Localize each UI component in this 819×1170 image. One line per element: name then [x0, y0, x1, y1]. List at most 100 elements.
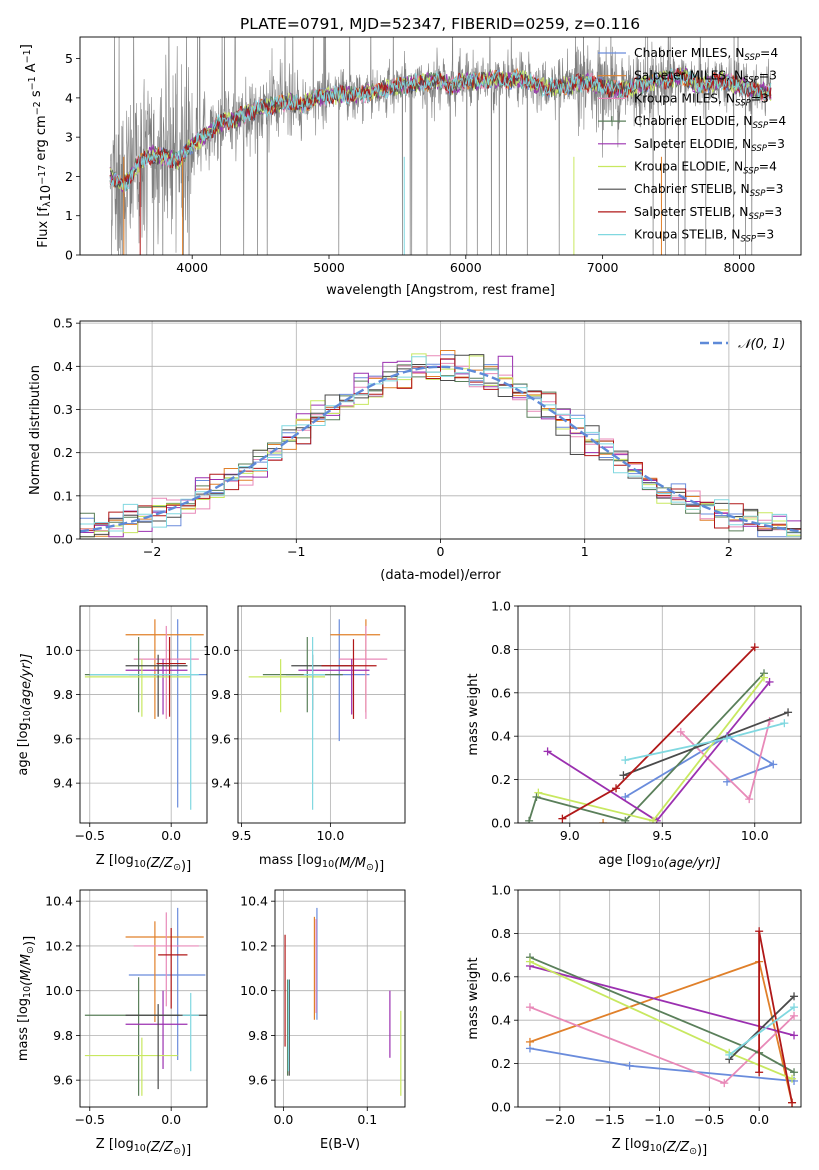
x-tick-label: 0 [437, 544, 445, 559]
label-part: 10 [650, 1143, 662, 1154]
label-part: (age/yr)] [19, 653, 34, 710]
label-part: (Z/Z [662, 1140, 690, 1155]
weight-lines [525, 643, 793, 823]
legend-sub: SSP [735, 98, 751, 108]
y-tick-label: 1.0 [491, 883, 511, 898]
histogram-lines [80, 350, 801, 538]
spectrum-lines [109, 37, 772, 255]
y-axis-label: Flux [fλ10−17 erg cm−2 s−1 A−1] [19, 44, 54, 248]
y-tick-label: 0.0 [491, 1100, 511, 1115]
legend-sub: SSP [740, 235, 756, 245]
label-part: ⊙ [366, 862, 374, 873]
x-tick-label: 9.5 [652, 828, 672, 843]
legend-sub: SSP [752, 121, 768, 131]
label-part: 10 [22, 986, 33, 998]
y-tick-label: 0.0 [53, 532, 73, 547]
x-axis-label: Z [log10(Z/Z⊙)] [96, 853, 191, 874]
label-part: (Z/Z [146, 856, 174, 871]
label-part: 10 [134, 1143, 146, 1154]
axes-frame [237, 605, 406, 824]
age_vs_mass-axes: 9.5 10.0 9.4 9.6 9.8 10.0 mass [log10(M/M⊙)] [203, 605, 406, 874]
label-part: 10 [39, 185, 54, 202]
legend-name: Salpeter STELIB, N [634, 205, 749, 219]
axes-frame [79, 36, 802, 256]
weight-lines [525, 927, 799, 1107]
x-tick-label: −1.5 [594, 1112, 624, 1127]
y-axis-label: mass weight [466, 673, 481, 755]
legend-sub: SSP [751, 144, 767, 154]
axes-frame [79, 605, 208, 824]
x-tick-label: 4000 [176, 260, 208, 275]
y-tick-label: 4 [65, 90, 73, 105]
y-tick-label: 0.1 [53, 488, 73, 503]
legend-name: Chabrier MILES, N [634, 46, 744, 60]
legend-entry: Chabrier STELIB, NSSP=3 [634, 182, 784, 199]
x-tick-label: 0.0 [161, 828, 181, 843]
legend-value: =4 [760, 46, 778, 60]
legend-sub: SSP [743, 76, 759, 86]
y-tick-label: 10.2 [45, 938, 73, 953]
y-tick-label: 2 [65, 169, 73, 184]
age_vs_Z-axes: −0.5 0.09.49.69.810.0Z [log10(Z/Z⊙)]age [… [16, 605, 208, 874]
legend-value: =3 [764, 205, 782, 219]
weight-series-line [758, 931, 793, 1103]
weight-series-line [728, 1006, 795, 1056]
label-part: Z [log [612, 1137, 650, 1152]
x-tick-label: −1.0 [644, 1112, 674, 1127]
legend-name: Kroupa ELODIE, N [634, 160, 743, 174]
legend-sub: SSP [744, 53, 760, 63]
label-part: )] [181, 859, 191, 874]
y-tick-label: 0.2 [53, 445, 73, 460]
label-part: −1 [22, 49, 33, 63]
y-tick-label: 1 [65, 208, 73, 223]
y-tick-label: 9.4 [211, 776, 231, 791]
label-part: (Z/Z [146, 1140, 174, 1155]
x-tick-label: 1 [581, 544, 589, 559]
x-tick-label: 5000 [313, 260, 345, 275]
legend-sub: SSP [750, 189, 766, 199]
label-part: age [log [16, 722, 31, 775]
x-tick-label: 0.0 [749, 1112, 769, 1127]
label-part: −2 [32, 101, 43, 115]
y-tick-label: 9.8 [53, 687, 73, 702]
label-part: ⊙ [173, 1146, 181, 1157]
label-part: 10 [652, 859, 664, 870]
label-part: Z [log [96, 853, 134, 868]
weight-series-line [680, 720, 771, 801]
residuals-axes: −2 −1 0 1 2 0.0 0.1 0.2 0.3 0.4 0.5 𝒩(0, 1) (data-mo… [28, 316, 802, 583]
label-part: ⊙ [25, 946, 36, 954]
weight-series-line [529, 1006, 795, 1085]
x-tick-label: 10.0 [316, 828, 344, 843]
x-axis-label: (data-model)/error [380, 568, 501, 583]
residual-histogram [80, 356, 801, 538]
legend-sub: SSP [743, 167, 759, 177]
label-part: mass [log [16, 998, 31, 1061]
legend-value: =3 [767, 137, 785, 151]
weight-series-line [728, 995, 795, 1060]
axes-frame [79, 889, 208, 1108]
axes-frame [79, 320, 802, 540]
y-tick-label: 10.0 [45, 643, 73, 658]
x-tick-label: 9.0 [560, 828, 580, 843]
legend-name: Kroupa MILES, N [634, 91, 735, 105]
y-tick-label: 9.6 [248, 1073, 268, 1088]
label-part: )] [697, 1143, 707, 1158]
label-part: A [24, 63, 39, 76]
legend-entry: 𝒩(0, 1) [738, 337, 785, 352]
y-tick-label: 0.2 [491, 772, 511, 787]
y-tick-label: 10.2 [240, 938, 268, 953]
x-tick-label: 0.1 [357, 1112, 377, 1127]
label-part: 10 [322, 859, 334, 870]
x-axis-label: mass [log10(M/M⊙)] [259, 853, 384, 874]
plots-layer: 4000 5000 6000 7000 8000 0 1 2 3 4 5 Chabrier MILES… [16, 36, 802, 1158]
legend-entry: Kroupa STELIB, NSSP=3 [634, 228, 774, 245]
errorbars [284, 907, 402, 1096]
label-part: 10 [22, 710, 33, 722]
x-tick-label: −1 [287, 544, 305, 559]
y-tick-label: 0.2 [491, 1056, 511, 1071]
y-tick-label: 0.8 [491, 926, 511, 941]
legend-value: =4 [768, 114, 786, 128]
y-tick-label: 0.0 [491, 816, 511, 831]
label-part: )] [22, 936, 37, 946]
